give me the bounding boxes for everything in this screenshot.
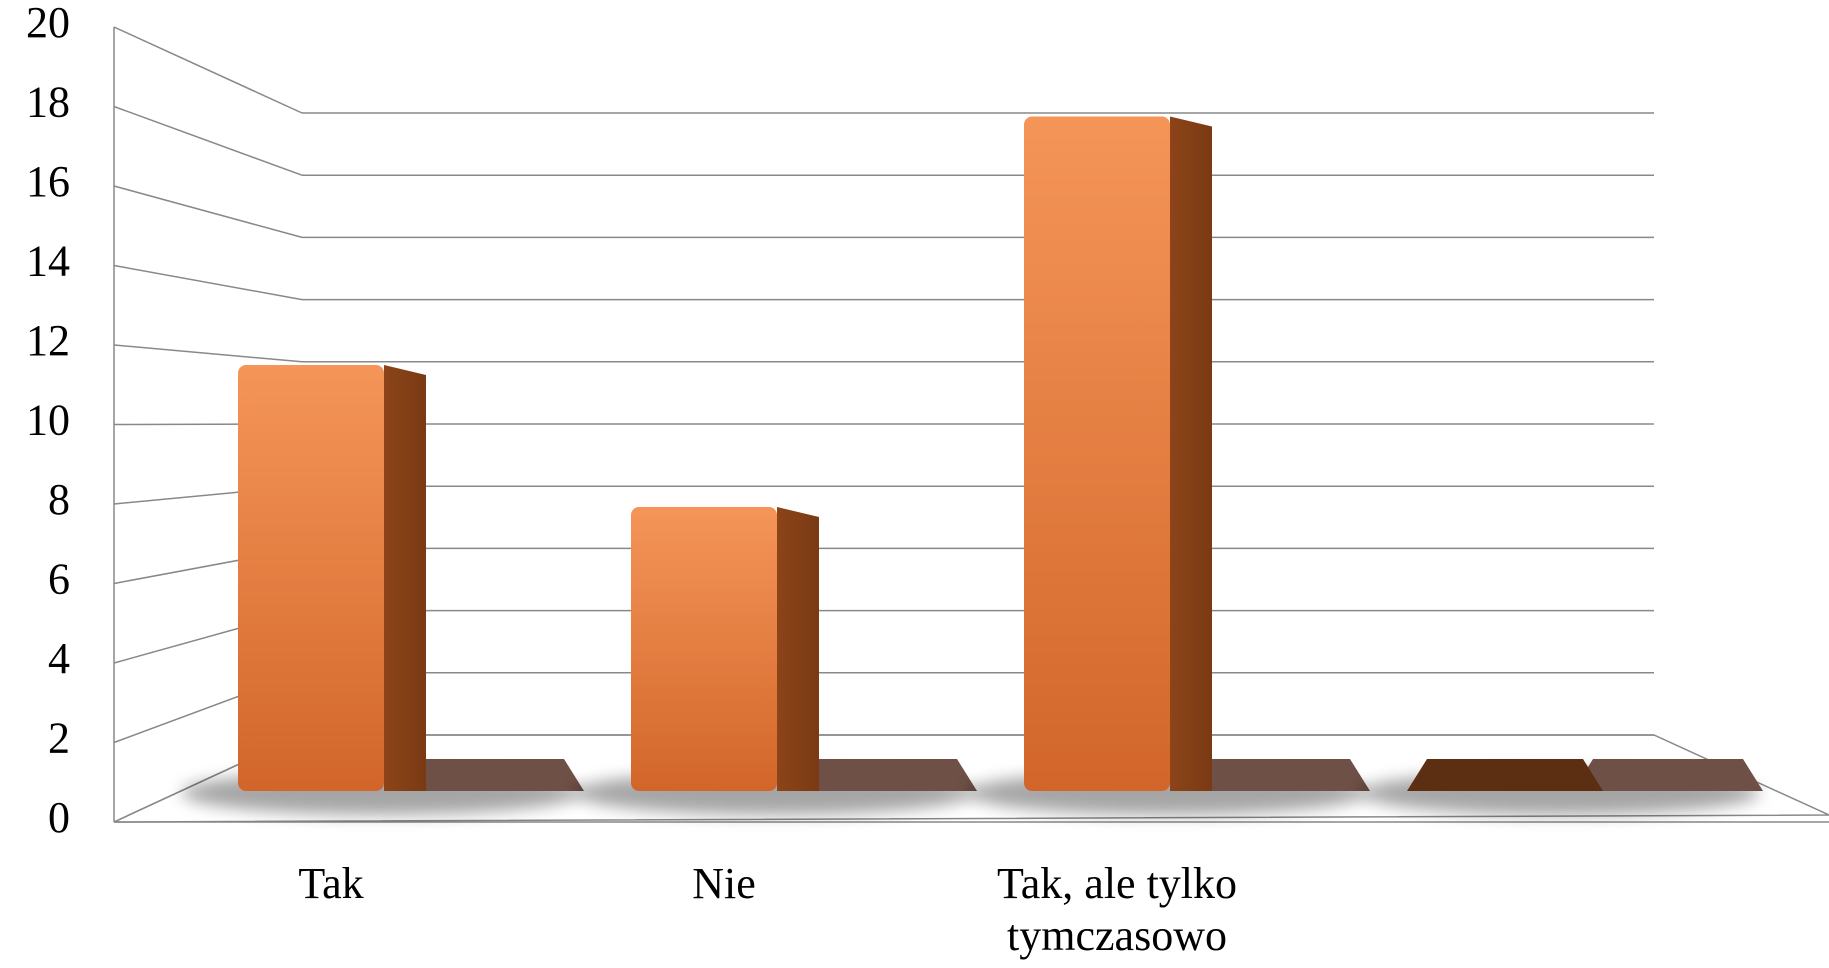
grid-line — [113, 105, 303, 176]
y-tick-label: 12 — [26, 316, 70, 365]
y-tick-label: 0 — [48, 793, 70, 842]
y-tick-label: 18 — [26, 78, 70, 127]
bar — [631, 507, 777, 791]
floor-pad — [1180, 759, 1370, 791]
bar — [1024, 116, 1170, 791]
x-tick-label: Tak, ale tylko tymczasowo — [996, 859, 1238, 960]
y-tick-label: 16 — [26, 157, 70, 206]
y-tick-label: 2 — [48, 714, 70, 763]
y-tick-label: 14 — [26, 237, 70, 286]
bar-side — [1170, 116, 1212, 791]
floor-pad — [1573, 759, 1763, 791]
y-tick-label: 6 — [48, 555, 70, 604]
y-tick-label: 8 — [48, 475, 70, 524]
floor-pad — [787, 759, 977, 791]
floor-pad — [394, 759, 584, 791]
grid-line — [113, 344, 303, 363]
y-tick-label: 4 — [48, 634, 70, 683]
x-tick-label: Nie — [692, 859, 756, 908]
bar — [1407, 759, 1603, 791]
x-tick-label: Tak — [298, 859, 364, 908]
y-tick-label: 10 — [26, 396, 70, 445]
bar — [238, 365, 384, 791]
grid-line — [113, 185, 303, 239]
bar-side — [384, 365, 426, 791]
grid-line — [113, 26, 303, 114]
bar-side — [777, 507, 819, 791]
y-tick-label: 20 — [26, 0, 70, 47]
grid-line — [113, 264, 303, 301]
